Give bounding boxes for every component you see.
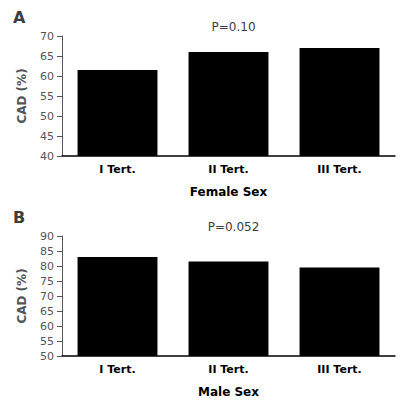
- svg-text:CAD (%): CAD (%): [15, 268, 29, 323]
- svg-text:I Tert.: I Tert.: [99, 163, 135, 176]
- svg-text:45: 45: [40, 130, 54, 143]
- svg-text:75: 75: [40, 275, 54, 288]
- svg-text:CAD (%): CAD (%): [15, 68, 29, 123]
- svg-text:80: 80: [40, 260, 54, 273]
- svg-text:P=0.10: P=0.10: [211, 20, 255, 34]
- svg-text:65: 65: [40, 50, 54, 63]
- svg-text:60: 60: [40, 70, 54, 83]
- svg-text:50: 50: [40, 110, 54, 123]
- svg-text:III Tert.: III Tert.: [317, 163, 361, 176]
- svg-text:III Tert.: III Tert.: [317, 363, 361, 376]
- svg-text:P=0.052: P=0.052: [208, 220, 260, 234]
- svg-text:Female Sex: Female Sex: [190, 185, 268, 199]
- svg-text:60: 60: [40, 320, 54, 333]
- svg-text:55: 55: [40, 335, 54, 348]
- svg-text:70: 70: [40, 30, 54, 43]
- svg-text:II Tert.: II Tert.: [208, 363, 248, 376]
- svg-text:Male Sex: Male Sex: [198, 385, 259, 399]
- svg-text:40: 40: [40, 150, 54, 163]
- svg-text:55: 55: [40, 90, 54, 103]
- svg-text:90: 90: [40, 230, 54, 243]
- svg-text:50: 50: [40, 350, 54, 363]
- svg-text:85: 85: [40, 245, 54, 258]
- svg-text:II Tert.: II Tert.: [208, 163, 248, 176]
- svg-text:65: 65: [40, 305, 54, 318]
- svg-text:70: 70: [40, 290, 54, 303]
- svg-text:I Tert.: I Tert.: [99, 363, 135, 376]
- svg-text:B: B: [13, 208, 25, 227]
- svg-text:A: A: [13, 8, 26, 27]
